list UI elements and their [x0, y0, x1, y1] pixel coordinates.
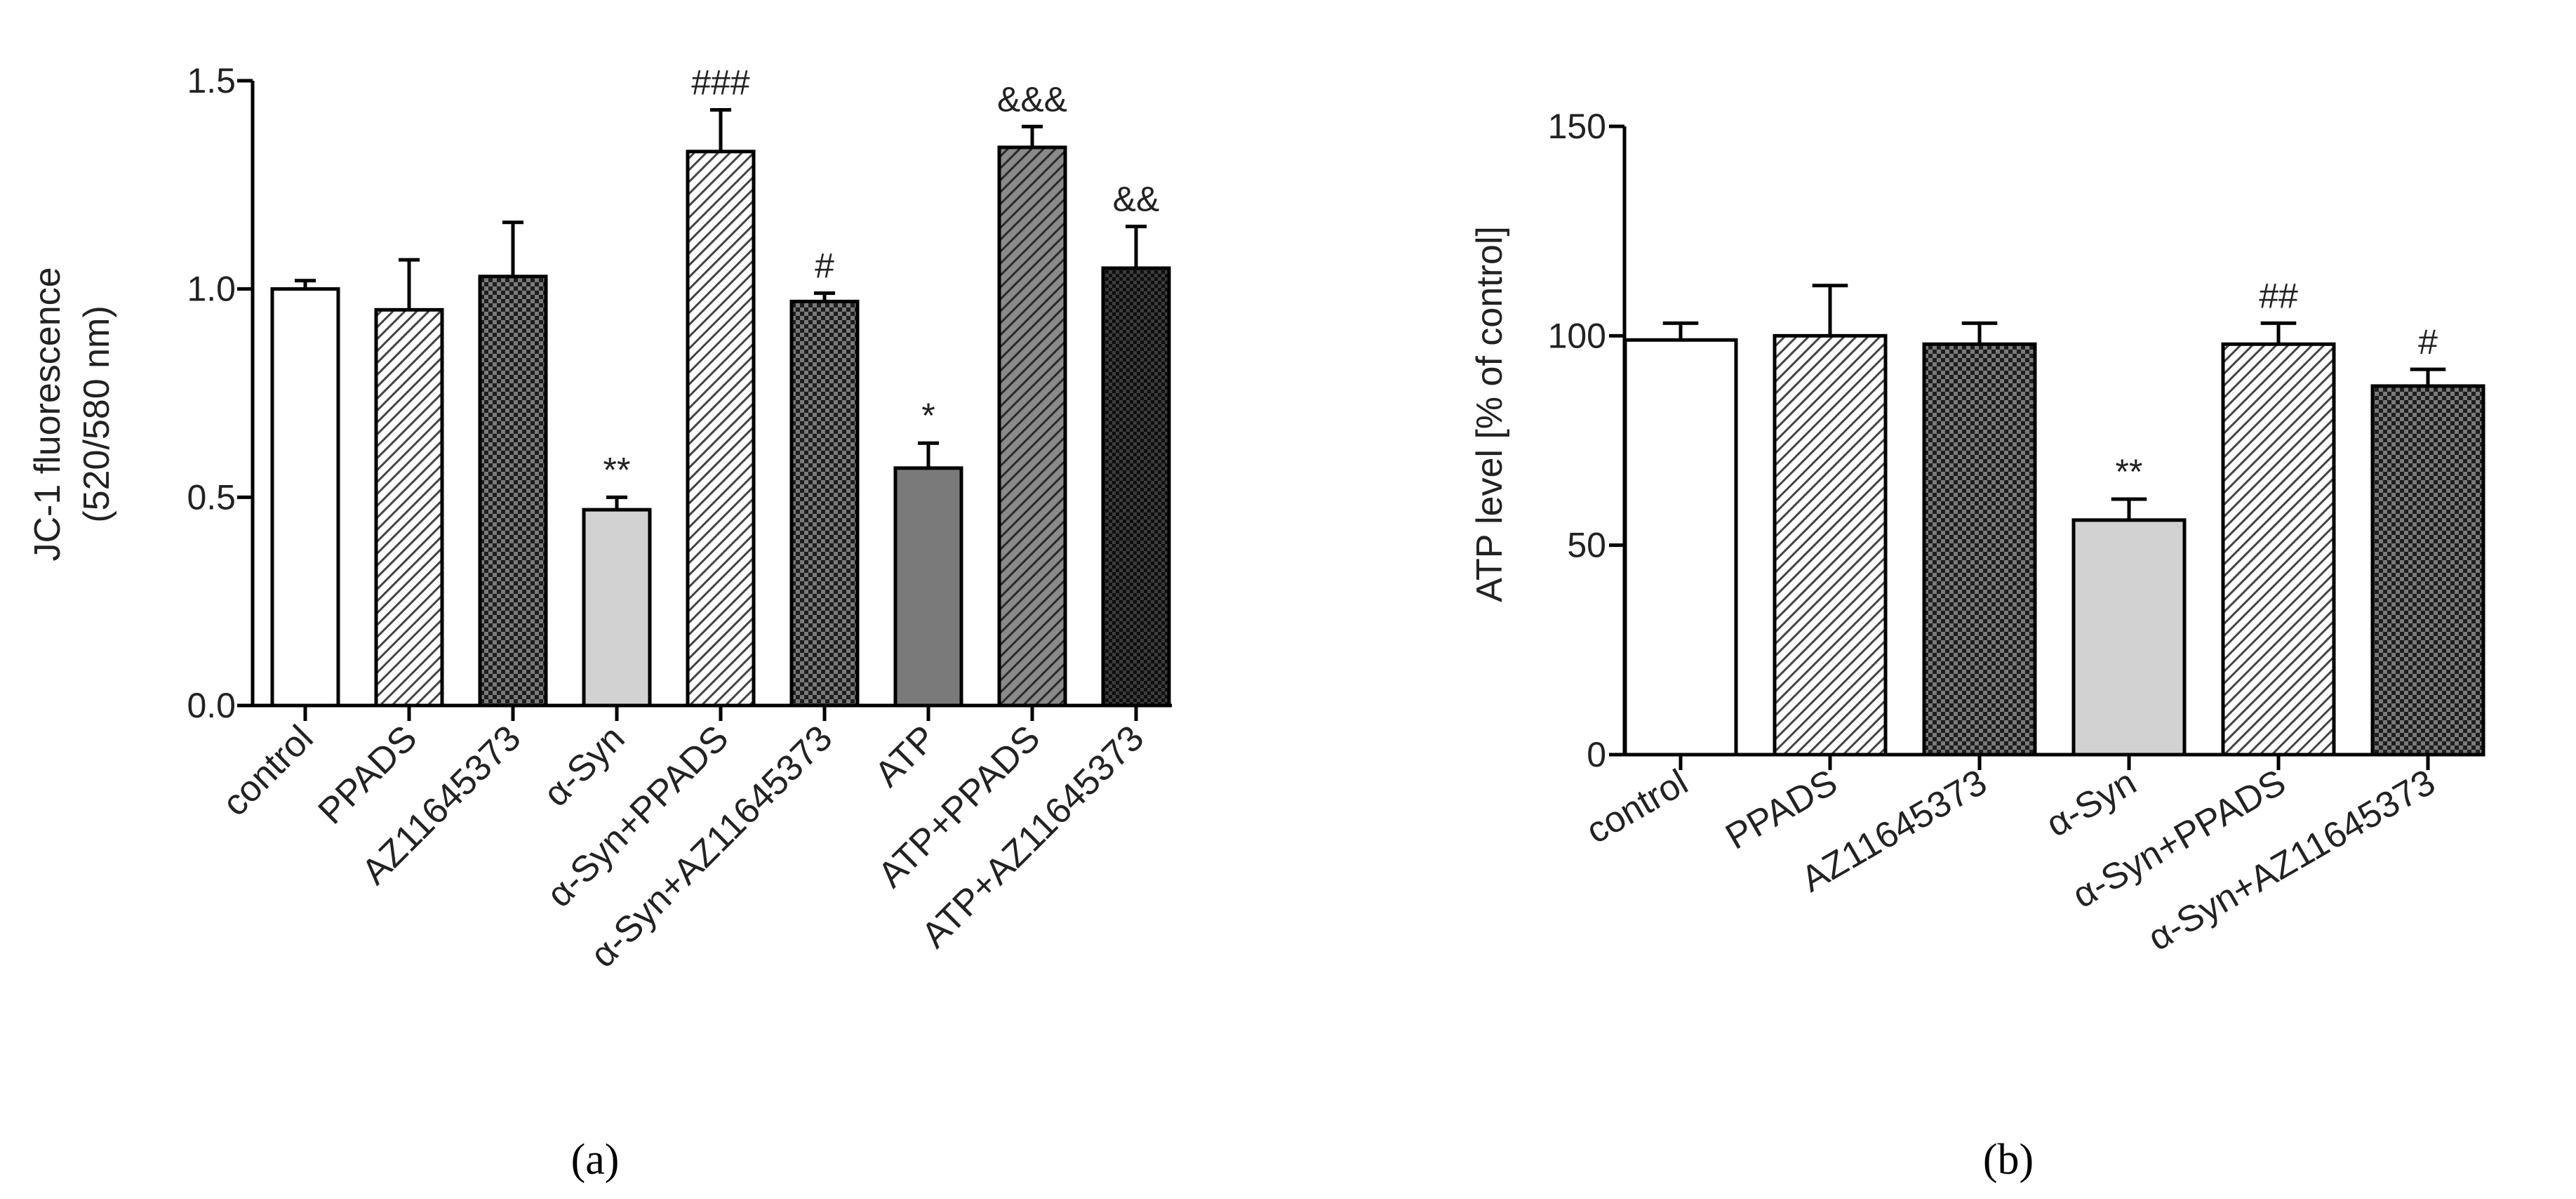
chart-b-bar-1	[1623, 338, 1738, 757]
chart-a-significance-4: **	[603, 450, 631, 489]
chart-a-error-bar-8	[1021, 124, 1043, 147]
chart-a-error-bar-1	[294, 279, 316, 289]
chart-a-bar-4	[582, 508, 652, 708]
chart-b-bar-5	[2221, 342, 2336, 757]
chart-b-category-label-1: control	[1580, 762, 1695, 852]
chart-b-error-bar-1	[1662, 321, 1699, 340]
chart-a-ylabel-line2: (520/580 nm)	[76, 305, 117, 522]
chart-a-category-label-1: control	[215, 717, 321, 823]
chart-a-y-tick-label: 0.0	[187, 686, 236, 725]
chart-b-error-bar-3	[1961, 321, 1998, 345]
chart-a-significance-5: ###	[691, 63, 750, 102]
chart-b-significance-6: #	[2418, 322, 2438, 362]
chart-a-significance-9: &&	[1113, 180, 1160, 219]
chart-b-y-tick-label: 50	[1567, 526, 1606, 565]
chart-a-bar-7	[893, 466, 963, 708]
chart-b-error-bar-5	[2260, 321, 2297, 345]
chart-a-bar-6	[789, 299, 860, 708]
chart-a-y-tick-label: 1.5	[187, 61, 236, 100]
chart-a-panel-label: (a)	[571, 1136, 620, 1184]
chart-b-error-bar-2	[1812, 284, 1848, 336]
chart-b-category-label-6: α-Syn+AZ11645373	[2142, 762, 2442, 959]
chart-a: JC-1 fluorescence (520/580 nm) (a) 0.0 0.…	[27, 61, 1172, 1184]
chart-a-error-bar-7	[917, 441, 940, 468]
chart-a-y-tick-label: 1.0	[187, 270, 236, 309]
chart-a-bar-9	[1101, 266, 1171, 708]
chart-b-significance-5: ##	[2259, 276, 2298, 315]
chart-a-error-bar-5	[709, 108, 732, 152]
chart-a-category-label-4: α-Syn	[536, 717, 633, 814]
chart-a-error-bar-3	[502, 220, 524, 277]
chart-a-significance-6: #	[815, 246, 834, 286]
chart-a-bar-8	[997, 145, 1067, 708]
chart-b-significance-4: **	[2116, 452, 2143, 491]
chart-a-significance-7: *	[921, 396, 935, 435]
chart-b-bar-6	[2370, 384, 2485, 757]
chart-a-error-bar-6	[813, 291, 836, 302]
chart-b-error-bar-4	[2111, 497, 2147, 520]
chart-b: ATP level [% of control] (b) 0 50 100 150 co…	[1469, 107, 2485, 1184]
chart-a-bar-3	[478, 274, 548, 708]
chart-a-category-label-5: α-Syn+PPADS	[539, 717, 736, 915]
chart-b-ylabel: ATP level [% of control]	[1469, 226, 1510, 602]
chart-b-y-tick-label: 150	[1548, 107, 1606, 146]
chart-a-bar-2	[374, 307, 444, 708]
chart-b-error-bar-6	[2410, 367, 2446, 386]
chart-a-bar-5	[686, 150, 756, 708]
chart-a-ylabel-line1: JC-1 fluorescence	[27, 267, 68, 561]
chart-b-category-label-4: α-Syn	[2039, 762, 2143, 845]
chart-b-bar-2	[1773, 333, 1888, 757]
chart-a-y-tick-label: 0.5	[187, 477, 236, 517]
chart-b-y-tick-label: 0	[1587, 735, 1606, 774]
chart-a-error-bar-4	[606, 495, 628, 510]
chart-b-bar-3	[1922, 342, 2037, 757]
chart-b-y-tick-label: 100	[1548, 316, 1606, 355]
chart-a-bar-1	[270, 287, 340, 708]
chart-b-bar-4	[2071, 518, 2187, 757]
chart-a-significance-8: &&&	[997, 79, 1067, 119]
chart-b-category-label-2: PPADS	[1719, 762, 1844, 857]
chart-b-panel-label: (b)	[1983, 1136, 2034, 1184]
chart-a-error-bar-9	[1125, 225, 1147, 268]
chart-a-category-label-7: ATP	[867, 717, 945, 795]
chart-a-error-bar-2	[398, 258, 420, 310]
